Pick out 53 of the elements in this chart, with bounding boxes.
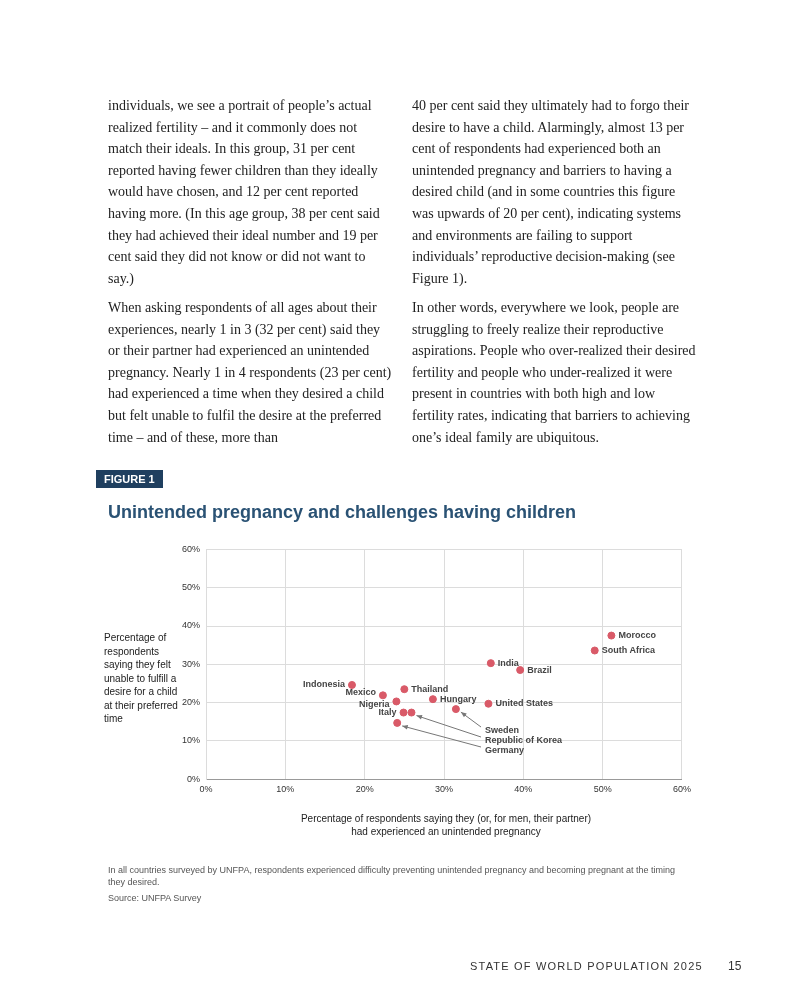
annotation: Mexico xyxy=(345,686,377,697)
annotation: Hungary xyxy=(439,693,477,704)
text: 40 per cent said they ultimately had to forgo their desire to have a child. Alarmingly, almost 13 per cent of respondents had experienced both an unintended pregnancy and barriers to having a desired child (and in some countries this figure was upwards of 20 per cent), indicating systems and environments are failing to support individuals’ reproductive decision-making (see Figure 1). xyxy=(412,98,689,286)
point xyxy=(392,697,401,706)
text: individuals, we see a portrait of people’s actual realized fertility – and it commonly does not match their ideals. In this group, 31 per cent reported having fewer children than they ideally would have chosen, and 12 per cent reported having more. (In this age group, 38 per cent said they had achieved their ideal number and 19 per cent said they did not know or did not want to say.) xyxy=(108,98,380,286)
annotation: Thailand xyxy=(411,683,449,694)
text: 15 xyxy=(728,959,742,973)
point xyxy=(428,695,437,704)
annotation: Brazil xyxy=(527,664,552,675)
x-tick-label: 60% xyxy=(672,784,691,795)
x-tick-label: 30% xyxy=(435,784,454,795)
y-tick-label: 0% xyxy=(187,773,201,784)
point xyxy=(484,699,493,708)
text: In other words, everywhere we look, people are struggling to freely realize their reproductive aspirations. People who over-realized their desired fertility and people who under-realized it were present in countries with both high and low fertility rates, indicating that barriers to achieving one’s ideal family are ubiquitous. xyxy=(412,299,697,447)
annotation: South Africa xyxy=(601,645,656,655)
point xyxy=(486,659,495,668)
annotation: Indonesia xyxy=(302,679,346,690)
text: STATE OF WORLD POPULATION 2025 xyxy=(470,960,703,972)
text: In all countries surveyed by UNFPA, respondents experienced difficulty preventing unintended pregnancy and becoming pregnant at the timing they desired. xyxy=(108,864,676,888)
x-tick-label: 0% xyxy=(199,784,213,795)
annotation: Italy xyxy=(378,707,397,718)
y-tick-label: 60% xyxy=(182,543,201,554)
y-tick-label: 30% xyxy=(182,658,201,669)
chart-title: Unintended pregnancy and challenges having children xyxy=(108,502,577,523)
y-tick-label: 20% xyxy=(182,697,201,708)
x-tick-label: 20% xyxy=(355,784,374,795)
annotation: United States xyxy=(495,698,553,709)
annotation: Germany xyxy=(485,745,525,756)
point xyxy=(400,685,409,694)
y-tick-label: 50% xyxy=(182,582,201,593)
point xyxy=(393,718,402,727)
point xyxy=(590,646,599,655)
source-note: Source: UNFPA Survey xyxy=(108,892,202,904)
y-tick-label: 40% xyxy=(182,620,201,631)
annotation: Morocco xyxy=(618,630,657,641)
x-tick-label: 40% xyxy=(514,784,533,795)
caption: FIGURE 1 xyxy=(96,470,163,488)
text: When asking respondents of all ages about their experiences, nearly 1 in 3 (32 per cent) said they or their partner had experienced an unintended pregnancy. Nearly 1 in 4 respondents (23 per cent) had experienced a time when they desired a child but felt unable to fulfil the desire at the preferred time – and of these, more than xyxy=(108,299,393,447)
annotation: Nigeria xyxy=(358,698,391,709)
point xyxy=(516,666,525,675)
annotation: Sweden xyxy=(485,725,520,736)
x-axis-title: Percentage of respondents saying they (or, for men, their partner) had experienced an unintended pregnancy xyxy=(299,812,593,838)
x-tick-label: 10% xyxy=(276,784,295,795)
point xyxy=(607,631,616,640)
point xyxy=(399,708,408,717)
x-tick-label: 50% xyxy=(593,784,612,795)
point xyxy=(407,708,416,717)
y-axis-title: Percentage of respondents saying they felt unable to fulfill a desire for a child at their preferred time xyxy=(104,631,179,726)
point xyxy=(451,705,460,714)
point xyxy=(378,691,387,700)
y-tick-label: 10% xyxy=(182,735,201,746)
annotation: India xyxy=(497,657,520,668)
annotation: Republic of Korea xyxy=(485,735,563,746)
